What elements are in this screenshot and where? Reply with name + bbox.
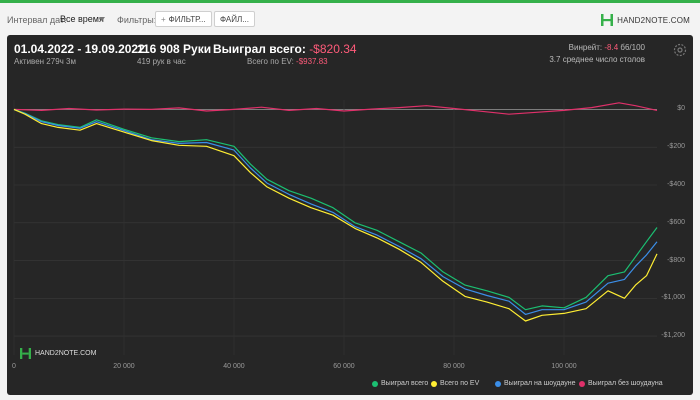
top-accent-bar [0,0,700,3]
x-tick-label: 0 [12,363,16,370]
y-tick-label: -$200 [667,143,685,151]
legend-dot-icon [431,380,437,387]
total-ev: Всего по EV: -$937.83 [247,57,328,66]
y-tick-label: -$1,000 [661,294,685,302]
legend-label: Всего по EV [440,380,480,387]
add-filter-button[interactable]: + ФИЛЬТР... [155,11,212,27]
x-tick-label: 100 000 [551,363,577,370]
legend-item[interactable]: Выиграл всего [372,380,428,387]
legend-item[interactable]: Выиграл на шоудауне [495,380,576,387]
date-range-select[interactable]: Все время [60,14,104,24]
legend-item[interactable]: Выиграл без шоудауна [579,380,663,387]
winrate-label: Винрейт: [568,43,603,52]
total-won-value: -$820.34 [309,42,357,56]
y-tick-label: -$800 [667,256,685,264]
x-tick-label: 40 000 [223,363,245,370]
hand2note-logo-icon [20,348,31,359]
date-range-label: Интервал дат: [7,15,67,25]
file-button[interactable]: ФАЙЛ... [214,11,255,27]
gear-icon[interactable] [673,43,687,57]
total-won: Выиграл всего: -$820.34 [213,42,357,56]
plus-icon: + [161,15,166,24]
graph-panel: 01.04.2022 - 19.09.2022 Активен 279ч 3м … [7,35,693,395]
legend-dot-icon [495,380,501,387]
chart-grid [13,100,657,355]
add-filter-button-label: ФИЛЬТР... [168,15,206,24]
y-tick-label: $0 [677,105,685,113]
filter-bar: Интервал дат: Все время Фильтры: + ФИЛЬТР… [0,3,700,35]
winrate-value: -8.4 [604,43,619,52]
legend-label: Выиграл на шоудауне [504,380,576,387]
y-tick-label: -$400 [667,181,685,188]
profit-graph[interactable] [7,35,693,395]
y-tick-label: -$1,200 [661,332,685,340]
total-ev-value: -$937.83 [296,57,328,66]
legend-item[interactable]: Всего по EV [431,380,479,387]
series-line-0 [13,108,658,311]
hands-per-hour: 419 рук в час [137,57,186,66]
total-won-label: Выиграл всего: [213,42,306,56]
avg-tables: 3.7 среднее число столов [549,55,645,64]
brand-name: HAND2NOTE.COM [617,15,690,25]
x-tick-label: 80 000 [443,363,465,370]
watermark-text: HAND2NOTE.COM [35,350,97,357]
legend-label: Выиграл всего [381,380,429,387]
chart-series [13,102,658,322]
winrate: Винрейт: -8.4 б6/100 [569,43,645,52]
series-line-3 [13,102,658,115]
brand-logo[interactable]: HAND2NOTE.COM [601,13,690,27]
date-range-title: 01.04.2022 - 19.09.2022 [14,42,145,56]
graph-watermark: HAND2NOTE.COM [20,348,96,359]
x-tick-label: 20 000 [113,363,135,370]
chevron-down-icon[interactable] [99,17,105,21]
active-time: Активен 279ч 3м [14,57,76,66]
hands-count: 116 908 Руки [137,42,212,56]
series-line-1 [13,108,658,322]
filters-label: Фильтры: [117,15,157,25]
legend-dot-icon [579,380,585,387]
legend-label: Выиграл без шоудауна [588,380,663,387]
winrate-unit: б6/100 [620,43,645,52]
x-tick-label: 60 000 [333,363,355,370]
total-ev-label: Всего по EV: [247,57,294,66]
y-tick-label: -$600 [667,218,685,226]
series-line-2 [13,108,658,315]
hand2note-logo-icon [601,14,614,26]
legend-dot-icon [372,380,378,387]
